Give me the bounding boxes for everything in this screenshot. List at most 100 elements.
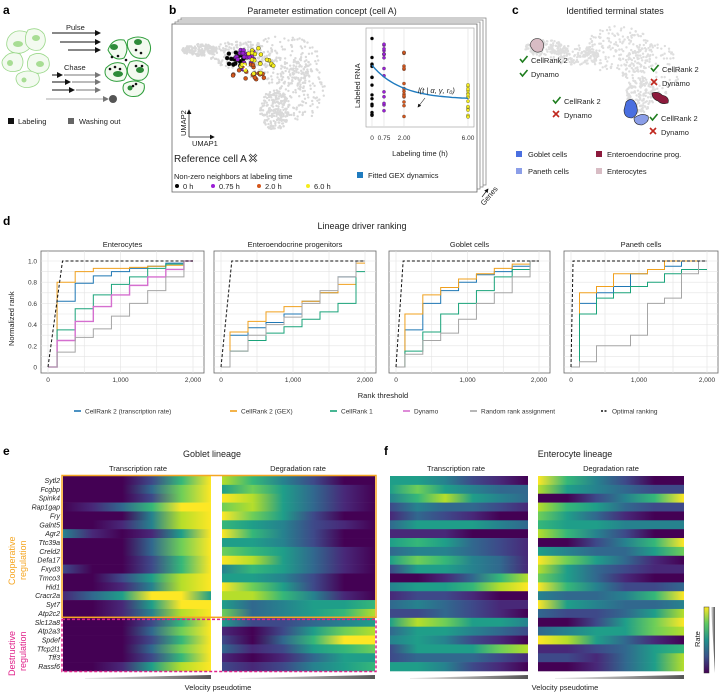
cell-point	[197, 53, 201, 57]
cell-point	[303, 73, 306, 76]
heatmap-row	[538, 493, 684, 503]
f-degradation-title: Degradation rate	[583, 464, 639, 473]
cell-point	[276, 72, 279, 76]
cell-point	[235, 46, 239, 49]
cell-point	[257, 42, 260, 45]
cell-point	[641, 59, 644, 62]
cell-point	[266, 115, 269, 118]
heatmap-row	[390, 555, 528, 565]
cell-point	[321, 85, 325, 88]
cell-point	[641, 47, 644, 50]
cell-point	[295, 106, 299, 109]
cell-point	[614, 41, 618, 44]
cell-point	[631, 74, 634, 77]
cell-point	[219, 43, 222, 46]
cell-point	[571, 59, 574, 63]
fit-legend-swatch	[357, 172, 363, 178]
genes-arrow	[481, 188, 489, 198]
cell-point	[258, 68, 261, 72]
cell-point	[670, 84, 673, 87]
cell-point	[275, 52, 279, 55]
cell-point	[281, 75, 285, 79]
cell-point	[283, 66, 287, 69]
x-tick-label: 2,000	[699, 377, 716, 384]
cell-point	[588, 42, 591, 45]
cell-point	[642, 43, 646, 47]
cell-point	[570, 63, 573, 66]
cell-point	[197, 50, 201, 53]
heatmap-row	[390, 573, 528, 583]
cell-point	[626, 92, 629, 95]
labeled-rna-point	[466, 104, 470, 109]
cell-point	[247, 40, 250, 44]
cell-point	[284, 69, 287, 73]
cell-point	[316, 69, 319, 72]
cell-point	[644, 49, 647, 53]
formula-arrow	[417, 97, 426, 108]
cell-point	[308, 46, 312, 50]
cell-point	[628, 70, 631, 73]
cell-point	[219, 49, 223, 52]
gene-label: Creld2	[39, 549, 60, 556]
legend-dot-0h	[175, 184, 179, 188]
cell-point	[632, 43, 635, 46]
heatmap-row	[538, 644, 684, 654]
enterocytes-legend-label: Enterocytes	[607, 167, 647, 176]
cell-point	[585, 49, 588, 52]
cell-point	[609, 48, 612, 51]
cell-point	[614, 50, 618, 53]
heatmap-row	[63, 538, 211, 548]
cell-point	[626, 94, 629, 97]
cell-point	[260, 102, 264, 105]
cell-point	[294, 77, 297, 81]
cooperative-label-line2: regulation	[18, 540, 28, 580]
cell-point	[622, 26, 626, 29]
cell-point	[302, 86, 305, 90]
pulse-arrows	[52, 30, 101, 53]
cell-point	[264, 123, 267, 126]
cell-point	[676, 78, 679, 81]
cell-point	[524, 48, 527, 51]
cell-point	[302, 67, 305, 71]
cell-point	[644, 94, 647, 98]
cell-point	[641, 52, 645, 55]
cell-point	[287, 39, 290, 42]
heatmap-row	[222, 573, 375, 583]
heatmap-row	[538, 564, 684, 574]
heatmap-row	[222, 635, 375, 645]
cell-point	[551, 42, 555, 45]
cell-point	[224, 64, 228, 68]
cell-point	[274, 96, 278, 100]
cell-point	[647, 46, 650, 50]
cell-point	[275, 60, 278, 63]
cell-point	[545, 48, 548, 51]
cell-point	[304, 55, 308, 59]
cell-point	[620, 64, 623, 67]
cell-point	[599, 59, 602, 62]
cell-point	[198, 48, 201, 51]
panel-label-c: c	[512, 3, 519, 17]
legend-label-075h: 0.75 h	[219, 182, 240, 191]
labeled-rna-point	[402, 103, 406, 108]
cell-point	[277, 95, 281, 98]
cell-point	[295, 69, 298, 73]
cell-point	[230, 42, 234, 46]
heatmap-row	[538, 484, 684, 495]
cell-point	[275, 100, 278, 104]
cell-point	[317, 101, 321, 105]
cell-point	[665, 57, 669, 60]
neighbor-point	[264, 57, 270, 62]
cell-point	[631, 50, 635, 54]
cell-point	[611, 46, 614, 50]
cell-point	[561, 59, 565, 62]
cell-point	[646, 53, 650, 56]
rate-colorbar	[703, 606, 710, 674]
cell-point	[281, 115, 285, 118]
cell-point	[621, 57, 625, 61]
cell-point	[556, 47, 559, 50]
heatmap-row	[63, 582, 211, 592]
cell-point	[204, 43, 208, 46]
cell-point	[663, 52, 666, 55]
cell-point	[651, 86, 654, 89]
goblet-degradation-heatmap	[222, 476, 375, 672]
